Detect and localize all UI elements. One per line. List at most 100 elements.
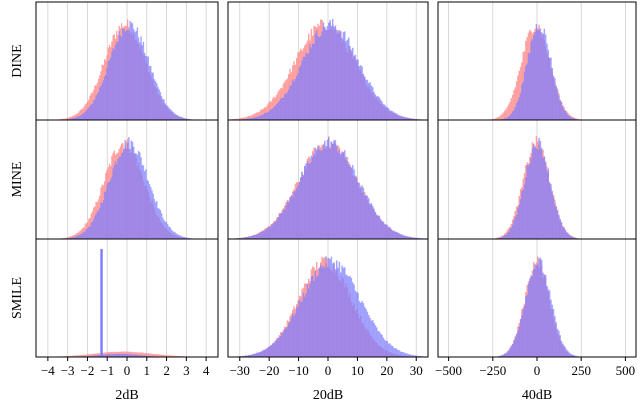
hist-bar-blue [548,57,551,120]
hist-bar-blue [527,283,530,357]
hist-bar-blue [530,41,532,120]
hist-bar-red [156,354,158,357]
hist-bar-blue [370,203,373,239]
hist-bar-blue [518,204,520,239]
hist-bar-blue [551,68,553,120]
hist-bar-blue [260,351,262,357]
hist-bar-blue [314,147,317,239]
hist-bar-blue [550,57,552,120]
hist-bar-blue [361,66,363,120]
hist-bar-blue [562,226,564,239]
hist-bar-blue [358,66,361,120]
hist-bar-blue [95,213,97,239]
hist-bar-blue [282,209,285,239]
hist-bar-red [254,113,257,120]
hist-bar-blue [337,152,339,239]
hist-bar-blue [334,25,337,121]
hist-bar-red [78,111,80,120]
hist-bar-blue [342,267,345,357]
hist-bar-blue [409,354,411,357]
hist-bar-blue [543,275,546,357]
hist-bar-red [69,355,72,357]
hist-bar-blue [564,110,567,120]
hist-bar-blue [179,116,181,120]
hist-bar-blue [163,99,165,120]
hist-bar-blue [108,181,111,239]
hist-bar-blue [540,147,543,239]
hist-bar-blue [517,208,519,239]
hist-spike-blue [100,249,103,357]
hist-bar-blue [107,354,109,357]
hist-bar-blue [73,117,75,120]
hist-bar-blue [185,118,187,120]
hist-bar-blue [262,349,265,357]
hist-bar-blue [534,264,536,357]
hist-bar-blue [246,236,249,239]
hist-bar-blue [312,43,314,120]
hist-bar-blue [502,354,505,357]
hist-bar-red [250,115,253,120]
hist-bar-blue [370,320,373,357]
hist-bar-blue [262,114,265,120]
hist-bar-blue [321,31,323,120]
hist-bar-blue [357,59,359,120]
hist-bar-blue [534,32,536,121]
hist-bar-blue [547,289,550,357]
hist-bar-blue [514,337,517,357]
hist-bar-blue [122,353,124,357]
hist-bar-blue [78,234,80,239]
hist-bar-blue [298,182,301,239]
hist-bar-blue [284,209,286,239]
hist-bar-blue [558,330,560,357]
hist-bar-blue [324,140,326,239]
hist-bar-blue [312,275,314,357]
hist-bar-blue [168,226,170,239]
hist-bar-blue [95,355,97,357]
hist-bar-blue [167,224,169,239]
hist-bar-blue [537,264,539,357]
hist-bar-blue [388,108,390,120]
hist-bar-blue [278,100,281,120]
hist-bar-red [249,115,251,120]
hist-bar-blue [526,164,528,239]
hist-bar-red [63,237,66,239]
hist-bar-red [79,110,82,120]
hist-bar-blue [523,71,526,120]
hist-bar-blue [116,41,118,120]
hist-bar-blue [73,236,75,239]
hist-bar-red [80,108,83,120]
hist-bar-blue [186,118,188,120]
hist-bar-blue [120,37,123,121]
x-tick-label: 4 [203,363,210,378]
hist-bar-blue [145,55,147,120]
hist-bar-blue [82,113,84,120]
hist-bar-blue [566,112,568,120]
hist-bar-blue [376,327,378,357]
hist-bar-blue [555,322,557,357]
hist-bar-blue [369,82,371,120]
hist-bar-blue [306,161,309,239]
hist-bar-blue [514,106,517,120]
hist-bar-blue [552,75,555,120]
hist-bar-blue [525,296,527,357]
hist-bar-blue [268,111,270,120]
hist-bar-blue [156,83,158,120]
hist-bar-blue [69,118,72,120]
hist-bar-blue [386,224,389,239]
hist-bar-red [84,354,86,357]
hist-bar-blue [328,22,330,120]
hist-bar-blue [124,31,126,120]
hist-bar-blue [340,272,342,357]
hist-bar-blue [408,236,410,239]
hist-bar-blue [338,30,341,120]
hist-bar-blue [249,118,251,120]
panel-mine-2db [35,119,219,240]
hist-bar-blue [329,20,331,121]
hist-bar-blue [134,354,136,357]
hist-bar-blue [539,257,542,357]
hist-bar-red [143,353,146,357]
hist-bar-blue [412,118,414,120]
hist-bar-blue [567,351,569,357]
hist-bar-blue [522,189,524,239]
hist-bar-blue [562,106,564,120]
